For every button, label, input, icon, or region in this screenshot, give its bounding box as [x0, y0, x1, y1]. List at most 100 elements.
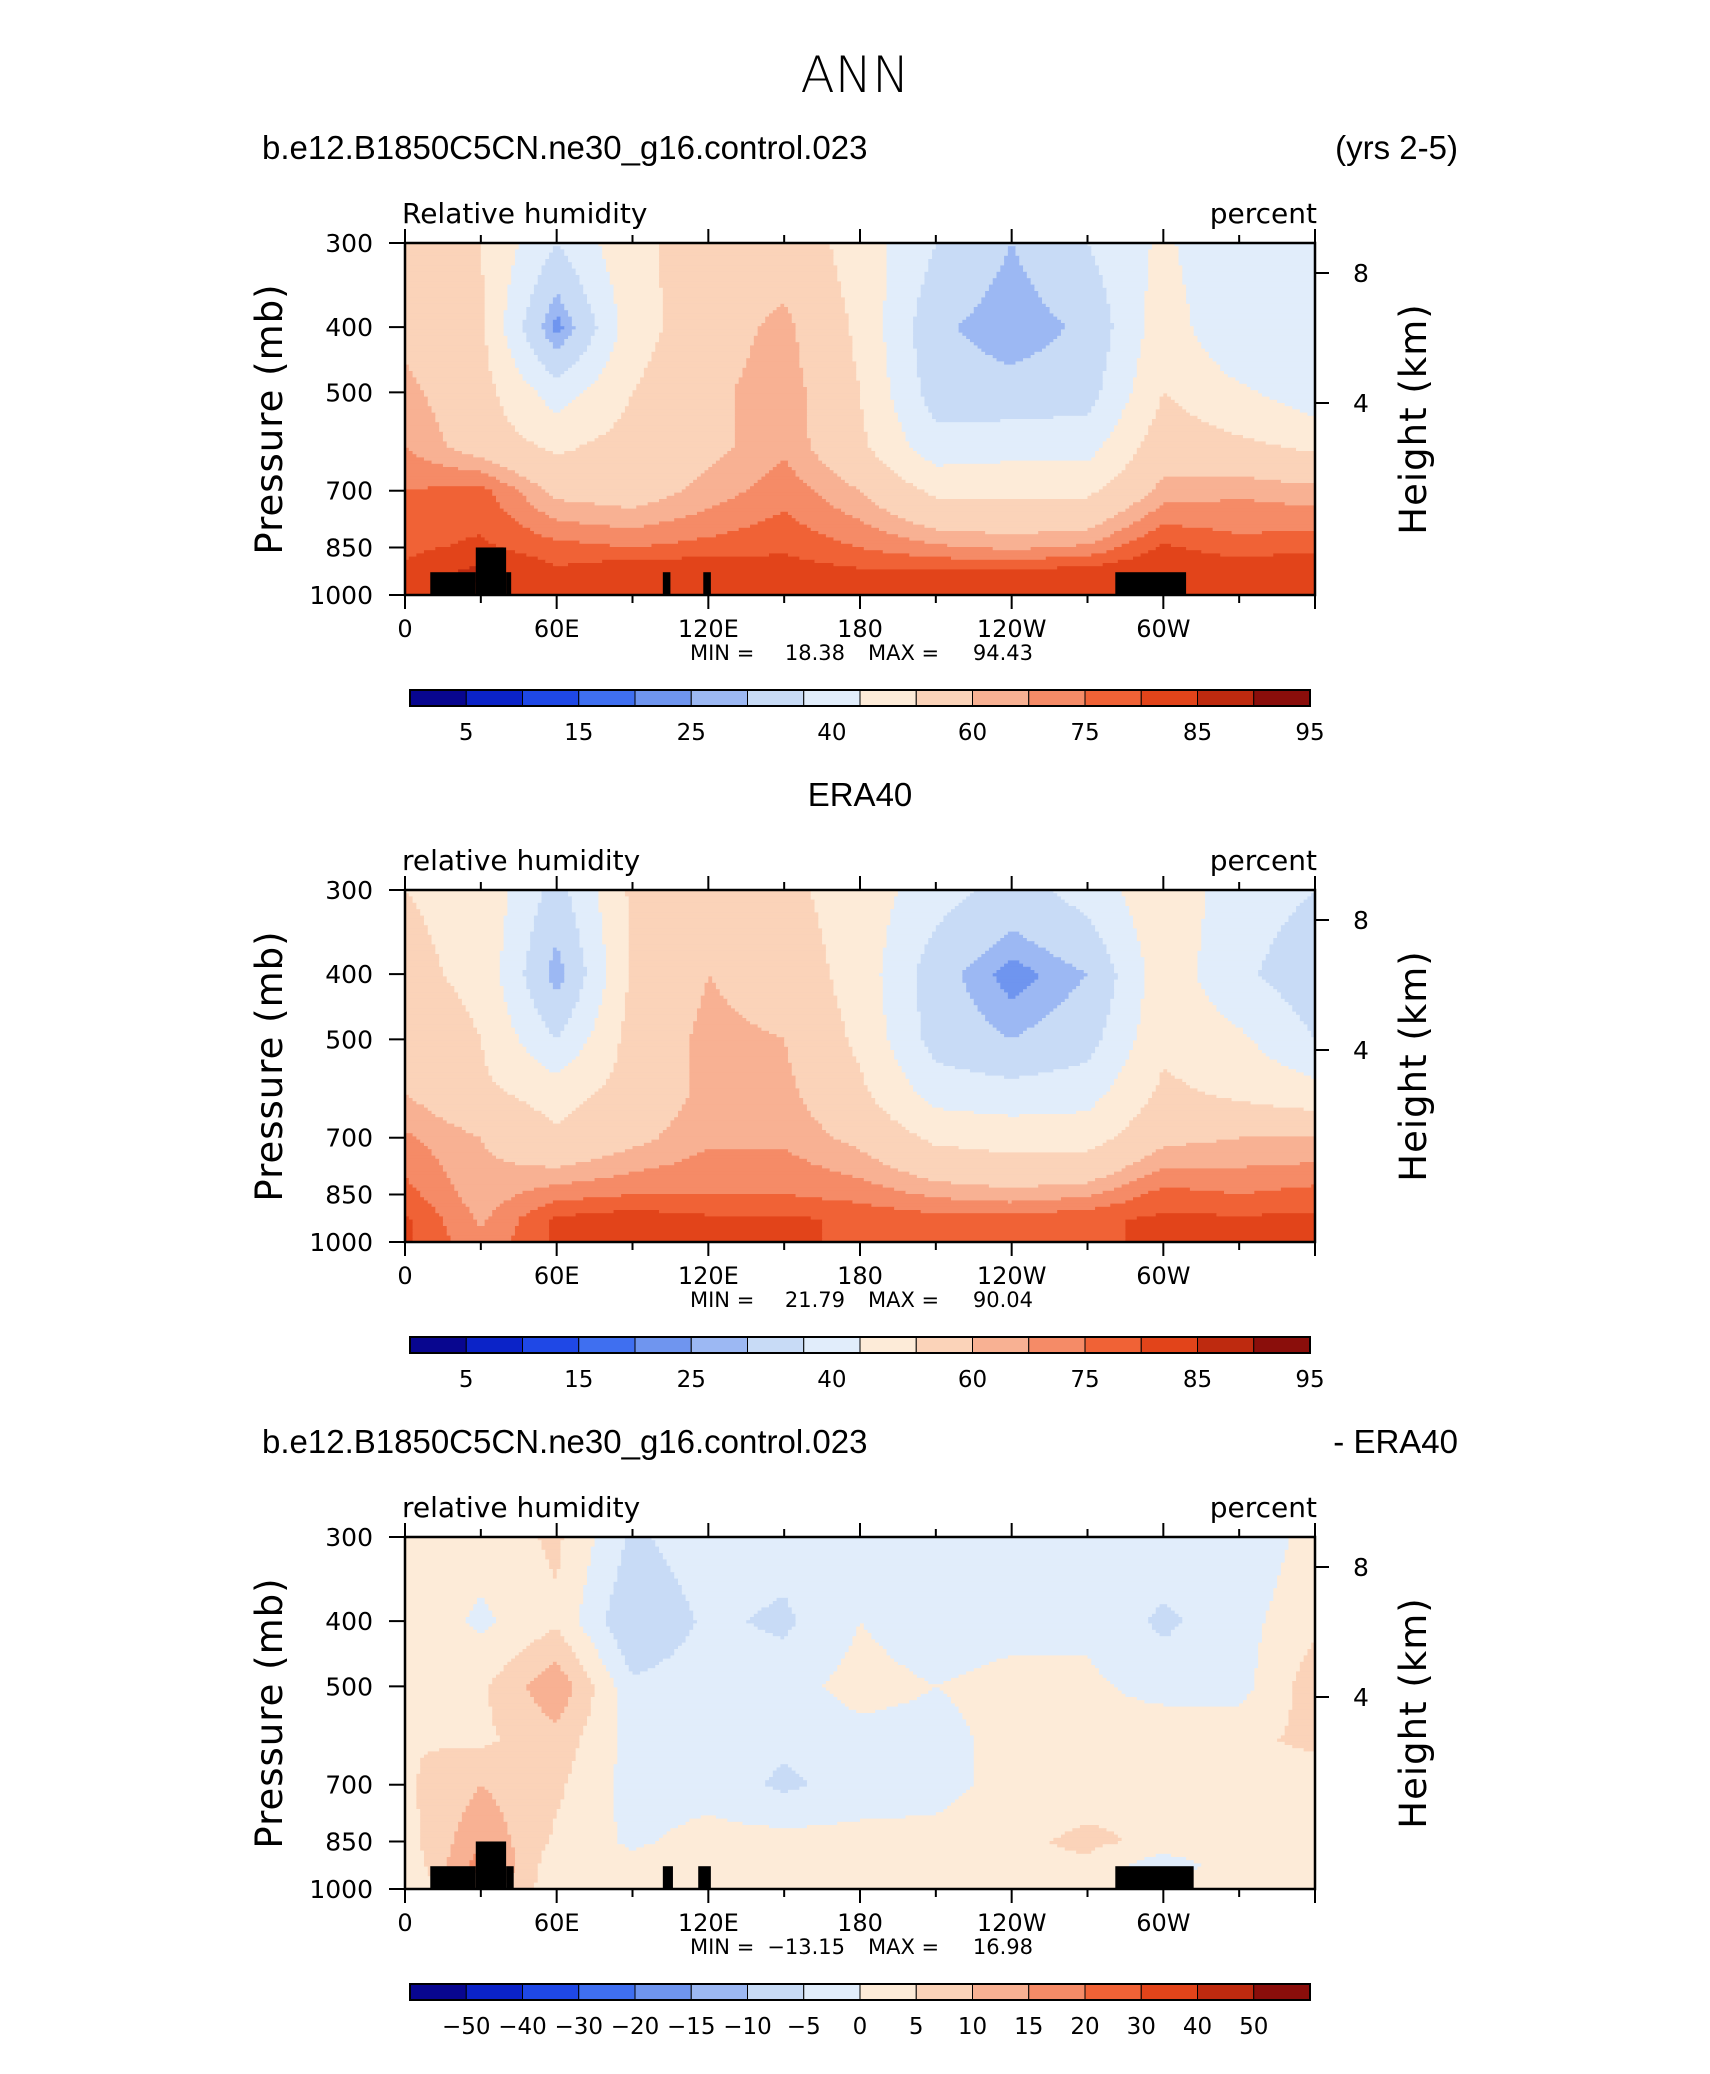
contour-cell — [405, 976, 448, 981]
contour-cell — [1261, 1626, 1315, 1631]
contour-cell — [420, 1815, 463, 1820]
contour-cell — [405, 1789, 417, 1794]
contour-cell — [484, 326, 505, 330]
terrain-mask — [506, 572, 512, 595]
contour-cell — [423, 1857, 448, 1861]
contour-cell — [605, 262, 660, 266]
contour-cell — [571, 332, 596, 337]
contour-cell — [1136, 1114, 1315, 1118]
contour-cell — [924, 950, 986, 955]
contour-cell — [480, 255, 516, 260]
contour-cell — [1155, 409, 1187, 414]
contour-cell — [905, 1665, 982, 1669]
contour-cell — [526, 963, 550, 968]
contour-cell — [704, 989, 721, 993]
contour-cell — [613, 1818, 690, 1823]
contour-cell — [590, 1034, 622, 1038]
contour-cell — [837, 1665, 907, 1669]
contour-cell — [583, 390, 634, 394]
contour-cell — [602, 1085, 690, 1089]
contour-cell — [947, 1805, 1315, 1810]
contour-cell — [932, 255, 1005, 260]
contour-cell — [1091, 553, 1142, 558]
contour-cell — [886, 1018, 922, 1022]
y-tick-label: 1000 — [309, 1228, 373, 1257]
contour-cell — [776, 1597, 789, 1602]
contour-cell — [1148, 431, 1233, 436]
contour-cell — [530, 303, 550, 308]
contour-cell — [848, 1037, 888, 1041]
contour-cell — [628, 1668, 649, 1672]
contour-cell — [973, 1754, 1315, 1759]
contour-cell — [511, 1018, 543, 1022]
contour-cell — [628, 896, 812, 901]
contour-cell — [829, 1133, 918, 1137]
contour-cell — [1114, 1684, 1255, 1688]
contour-cell — [537, 902, 573, 907]
contour-cell — [405, 1882, 436, 1887]
contour-cell — [681, 1158, 808, 1163]
contour-cell — [1102, 380, 1134, 385]
contour-cell — [1106, 518, 1142, 522]
contour-cell — [405, 1645, 527, 1650]
contour-cell — [579, 998, 603, 1003]
contour-cell — [598, 326, 618, 330]
contour-cell — [734, 438, 812, 442]
contour-cell — [571, 1014, 599, 1019]
y-tick-label: 300 — [325, 1523, 373, 1552]
contour-cell — [412, 371, 493, 375]
contour-cell — [1186, 1857, 1315, 1861]
contour-cell — [545, 1021, 569, 1025]
contour-cell — [545, 1165, 562, 1169]
contour-cell — [609, 1629, 690, 1634]
contour-cell — [1087, 1655, 1259, 1660]
contour-cell — [1106, 294, 1145, 298]
contour-cell — [514, 262, 546, 266]
x-tick-label: 60W — [1136, 1909, 1190, 1937]
contour-cell — [1148, 1098, 1233, 1102]
contour-cell — [541, 1706, 565, 1711]
contour-cell — [806, 435, 869, 439]
contour-cell — [1212, 1002, 1290, 1006]
contour-cell — [405, 1652, 520, 1656]
contour-cell — [560, 950, 584, 955]
contour-cell — [769, 553, 789, 558]
contour-cell — [1110, 1085, 1157, 1089]
contour-cell — [405, 435, 444, 439]
contour-cell — [492, 579, 1315, 583]
contour-cell — [825, 534, 899, 538]
terrain-mask — [662, 572, 671, 595]
contour-cell — [522, 329, 546, 334]
contour-cell — [757, 1024, 846, 1029]
contour-cell — [405, 1008, 467, 1013]
contour-cell — [568, 1773, 615, 1778]
contour-cell — [602, 1155, 690, 1160]
contour-cell — [954, 1066, 1070, 1070]
contour-cell — [405, 287, 486, 292]
contour-cell — [492, 1613, 581, 1618]
contour-cell — [560, 297, 588, 302]
contour-cell — [420, 1767, 573, 1772]
contour-cell — [681, 1591, 1274, 1596]
contour-cell — [549, 1222, 823, 1227]
contour-cell — [579, 1745, 618, 1749]
contour-cell — [958, 1709, 1290, 1714]
contour-cell — [1265, 1610, 1315, 1615]
contour-cell — [617, 307, 664, 311]
contour-cell — [806, 406, 861, 410]
contour-cell — [560, 1629, 584, 1634]
contour-cell — [746, 1620, 797, 1624]
contour-cell — [1106, 438, 1145, 442]
contour-cell — [1004, 259, 1020, 263]
y-tick-label: 500 — [325, 378, 373, 407]
contour-cell — [1155, 486, 1315, 490]
contour-cell — [568, 310, 592, 314]
contour-cell — [806, 403, 861, 407]
contour-cell — [1057, 893, 1123, 897]
contour-cell — [806, 1783, 975, 1788]
terrain-mask — [430, 572, 476, 595]
contour-cell — [943, 1107, 1092, 1112]
min-label: MIN = — [690, 1288, 754, 1312]
contour-cell — [598, 906, 630, 910]
colorbar-swatch — [1140, 1336, 1198, 1354]
